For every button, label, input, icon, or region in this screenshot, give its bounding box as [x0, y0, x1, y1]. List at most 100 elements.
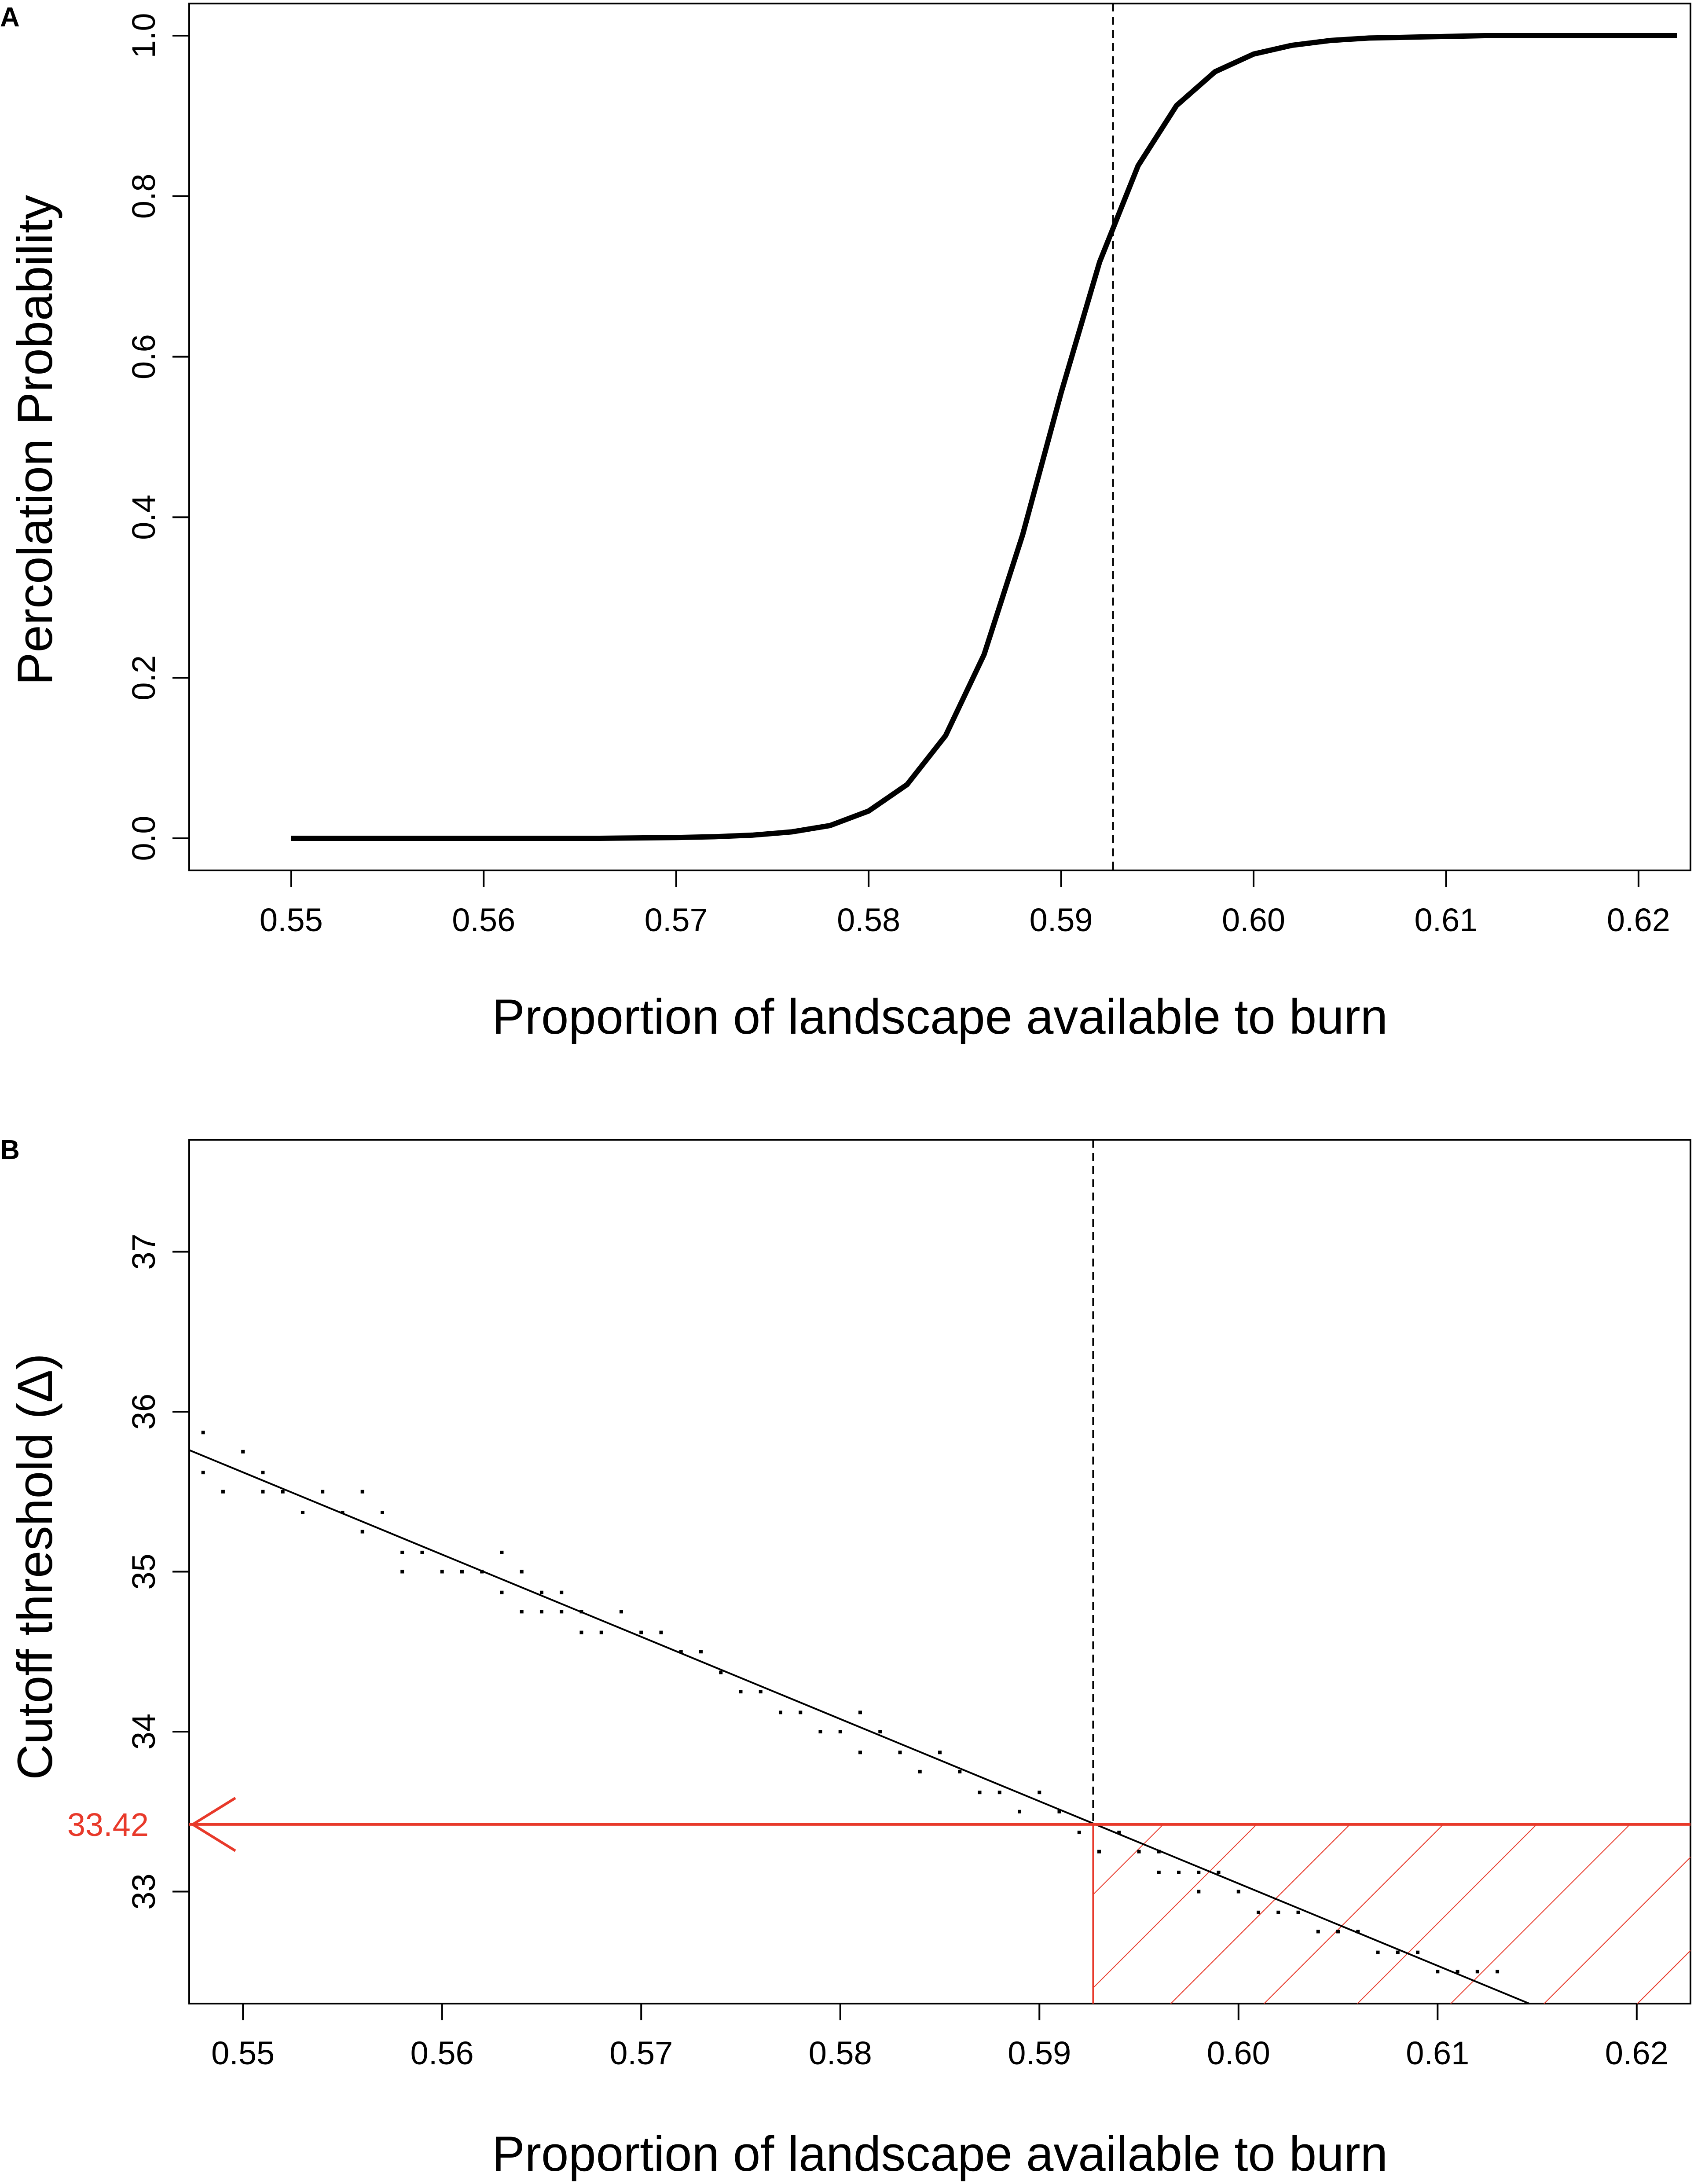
scatter-point [420, 1550, 424, 1554]
y-tick-label: 0.2 [125, 655, 162, 701]
scatter-point [978, 1791, 982, 1795]
panel-a-x-axis-label: Proportion of landscape available to bur… [492, 989, 1388, 1044]
scatter-point [799, 1710, 803, 1714]
panel-b-y-axis-label: Cutoff threshold (Δ) [7, 1353, 62, 1780]
scatter-point [1436, 1970, 1440, 1974]
scatter-point [1296, 1910, 1300, 1914]
scatter-point [500, 1550, 504, 1554]
scatter-point [997, 1791, 1001, 1795]
scatter-point [201, 1431, 205, 1435]
scatter-point [261, 1471, 265, 1475]
scatter-point [958, 1769, 962, 1773]
percolation-curve [291, 33, 1677, 841]
scatter-point [659, 1630, 663, 1634]
scatter-point [539, 1590, 543, 1594]
x-tick-label: 0.60 [1207, 2035, 1270, 2071]
scatter-point [739, 1690, 743, 1694]
scatter-point [699, 1650, 703, 1654]
scatter-point [1177, 1870, 1181, 1874]
scatter-point [1316, 1930, 1320, 1934]
scatter-point [938, 1751, 942, 1755]
scatter-point [1038, 1791, 1041, 1795]
scatter-point [639, 1630, 643, 1634]
y-tick-label: 35 [125, 1553, 162, 1589]
scatter-point [1117, 1831, 1121, 1835]
x-tick-label: 0.59 [1008, 2035, 1071, 2071]
scatter-point [1475, 1970, 1479, 1974]
scatter-point [1157, 1850, 1161, 1854]
scatter-point [380, 1510, 384, 1514]
scatter-point [818, 1730, 822, 1734]
scatter-point [1257, 1910, 1261, 1914]
panel-b-x-axis-label: Proportion of landscape available to bur… [492, 2126, 1388, 2181]
x-tick-label: 0.58 [809, 2035, 872, 2071]
y-tick-label: 1.0 [125, 13, 162, 59]
hatched-region [1093, 1824, 1690, 2004]
y-tick-label: 36 [125, 1394, 162, 1430]
scatter-point [918, 1769, 922, 1773]
scatter-point [1197, 1890, 1201, 1894]
scatter-point [301, 1510, 304, 1514]
scatter-point [400, 1570, 404, 1574]
scatter-point [560, 1590, 564, 1594]
y-tick-label: 0.4 [125, 495, 162, 540]
x-tick-label: 0.62 [1605, 2035, 1668, 2071]
y-tick-label: 33 [125, 1873, 162, 1909]
scatter-point [520, 1570, 524, 1574]
scatter-point [201, 1471, 205, 1475]
y-tick-label: 0.8 [125, 173, 162, 219]
scatter-point [679, 1650, 683, 1654]
scatter-point [838, 1730, 842, 1734]
scatter-point [1416, 1950, 1420, 1954]
scatter-point [261, 1490, 265, 1494]
scatter-point [460, 1570, 464, 1574]
scatter-point [858, 1751, 862, 1755]
scatter-point [759, 1690, 763, 1694]
x-tick-label: 0.58 [837, 902, 900, 938]
scatter-point [1456, 1970, 1459, 1974]
panel-b-label: B [0, 1135, 20, 1165]
scatter-point [360, 1530, 364, 1534]
scatter-point [619, 1610, 623, 1614]
scatter-point [1077, 1831, 1081, 1835]
scatter-point [1276, 1910, 1280, 1914]
regression-line [189, 1449, 1530, 2004]
scatter-point [1217, 1870, 1221, 1874]
scatter-point [719, 1670, 723, 1674]
scatter-point [500, 1590, 504, 1594]
scatter-point [1157, 1870, 1161, 1874]
scatter-point [281, 1490, 285, 1494]
scatter-point [1018, 1810, 1022, 1813]
scatter-point [520, 1610, 524, 1614]
x-tick-label: 0.56 [452, 902, 515, 938]
scatter-point [1336, 1930, 1340, 1934]
panel-a-label: A [0, 2, 20, 33]
scatter-point [778, 1710, 782, 1714]
scatter-point [539, 1610, 543, 1614]
x-tick-label: 0.61 [1406, 2035, 1469, 2071]
y-tick-label: 37 [125, 1233, 162, 1270]
scatter-point [1356, 1930, 1360, 1934]
cutoff-value-label: 33.42 [67, 1806, 149, 1843]
scatter-point [241, 1450, 245, 1454]
scatter-point [858, 1710, 862, 1714]
scatter-point [440, 1570, 444, 1574]
scatter-point [1236, 1890, 1240, 1894]
panel-a-y-axis-label: Percolation Probability [7, 195, 62, 685]
scatter-point [1137, 1850, 1141, 1854]
x-tick-label: 0.56 [411, 2035, 474, 2071]
scatter-point [599, 1630, 603, 1634]
x-tick-label: 0.60 [1222, 902, 1285, 938]
x-tick-label: 0.57 [609, 2035, 673, 2071]
y-tick-label: 0.6 [125, 334, 162, 379]
x-tick-label: 0.57 [645, 902, 708, 938]
x-tick-label: 0.61 [1414, 902, 1478, 938]
y-tick-label: 34 [125, 1714, 162, 1750]
x-tick-label: 0.55 [260, 902, 323, 938]
panel-b: B 0.55 0.56 0.57 0.58 0.59 0.60 0.61 0.62 33 34 3… [0, 1135, 1691, 2181]
scatter-point [400, 1550, 404, 1554]
scatter-point [360, 1490, 364, 1494]
x-tick-label: 0.59 [1030, 902, 1093, 938]
scatter-point [898, 1751, 902, 1755]
